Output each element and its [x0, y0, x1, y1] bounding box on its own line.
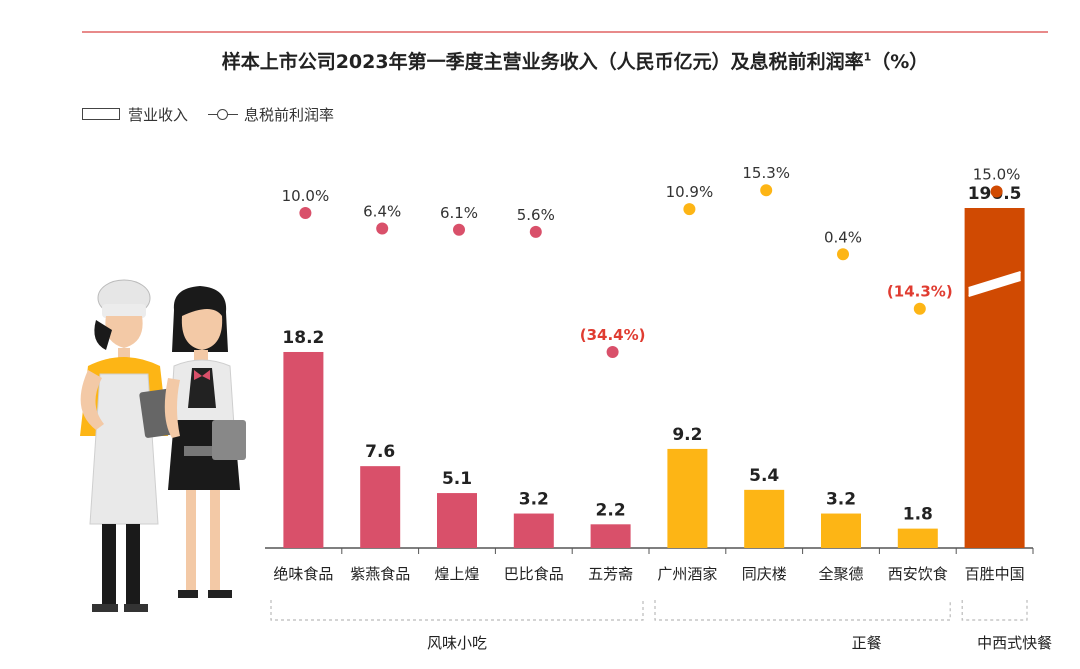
margin-dot	[913, 302, 926, 315]
category-tick-label: 五芳斋	[588, 565, 633, 583]
revenue-value-label: 5.1	[442, 469, 472, 489]
chart-legend: 营业收入 息税前利润率	[82, 103, 334, 125]
revenue-value-label: 2.2	[596, 500, 626, 520]
margin-value-label: 6.1%	[440, 204, 478, 222]
group-label: 正餐	[852, 634, 882, 652]
category-tick-label: 同庆楼	[742, 565, 787, 583]
margin-value-label: 0.4%	[824, 228, 862, 246]
margin-value-label: 5.6%	[517, 206, 555, 224]
top-rule	[82, 31, 1048, 33]
margin-value-label: 15.3%	[742, 164, 790, 182]
margin-value-label: 15.0%	[973, 166, 1021, 184]
revenue-value-label: 18.2	[282, 328, 324, 348]
revenue-value-label: 5.4	[749, 466, 779, 486]
title-unit: （%）	[871, 51, 929, 73]
group-bracket	[961, 600, 1028, 621]
revenue-bar	[744, 489, 785, 548]
legend-line-label: 息税前利润率	[244, 105, 335, 124]
category-tick-label: 全聚德	[818, 565, 863, 583]
margin-value-label: (34.4%)	[580, 326, 646, 344]
margin-value-label: 6.4%	[363, 202, 401, 220]
margin-dot	[299, 207, 312, 219]
revenue-bar	[964, 208, 1025, 548]
category-tick-label: 绝味食品	[273, 565, 333, 583]
revenue-bar	[437, 493, 477, 548]
revenue-bar	[283, 351, 324, 548]
margin-value-label: (14.3%)	[887, 283, 953, 301]
revenue-value-label: 9.2	[672, 425, 702, 445]
axis-break-line	[968, 279, 1021, 297]
server-figure	[164, 286, 246, 598]
revenue-value-label: 7.6	[365, 442, 395, 462]
chart-title-text: 样本上市公司2023年第一季度主营业务收入（人民币亿元）及息税前利润率	[221, 51, 864, 73]
revenue-bar	[821, 513, 861, 548]
revenue-bar	[360, 466, 401, 548]
category-tick-label: 广州酒家	[657, 565, 717, 583]
title-footnote-marker: 1	[863, 50, 872, 64]
legend-bar-label: 营业收入	[128, 105, 189, 124]
legend-line-marker	[208, 108, 239, 120]
margin-value-label: 10.9%	[666, 183, 714, 201]
revenue-bar	[667, 448, 708, 548]
category-tick-label: 煌上煌	[434, 565, 479, 583]
group-label: 风味小吃	[427, 634, 487, 652]
margin-dot	[990, 185, 1003, 198]
category-tick-label: 紫燕食品	[350, 565, 410, 583]
revenue-value-label: 3.2	[826, 490, 856, 510]
revenue-bar	[590, 524, 631, 548]
revenue-bar	[513, 513, 554, 548]
margin-dot	[453, 223, 465, 236]
margin-dot	[837, 248, 849, 261]
legend-bar-swatch	[82, 108, 120, 120]
chart-title: 样本上市公司2023年第一季度主营业务收入（人民币亿元）及息税前利润率1（%）	[0, 47, 1080, 74]
revenue-value-label: 1.8	[903, 505, 933, 525]
axis-break-gap	[968, 272, 1021, 296]
revenue-bar	[897, 528, 938, 548]
margin-dot	[529, 225, 542, 238]
category-tick-label: 百胜中国	[965, 565, 1025, 583]
group-label: 中西式快餐	[977, 634, 1052, 652]
margin-dot	[683, 203, 696, 216]
category-tick-label: 西安饮食	[888, 565, 948, 583]
group-bracket	[270, 600, 644, 621]
margin-dot	[760, 184, 773, 197]
staff-illustration	[80, 279, 246, 612]
axis-break-line	[968, 271, 1021, 289]
margin-dot	[376, 222, 389, 235]
chef-figure	[80, 279, 181, 612]
revenue-value-label: 3.2	[519, 490, 549, 510]
margin-value-label: 10.0%	[282, 187, 330, 205]
category-tick-label: 巴比食品	[504, 565, 564, 583]
group-bracket	[654, 600, 951, 621]
margin-dot	[606, 345, 619, 358]
